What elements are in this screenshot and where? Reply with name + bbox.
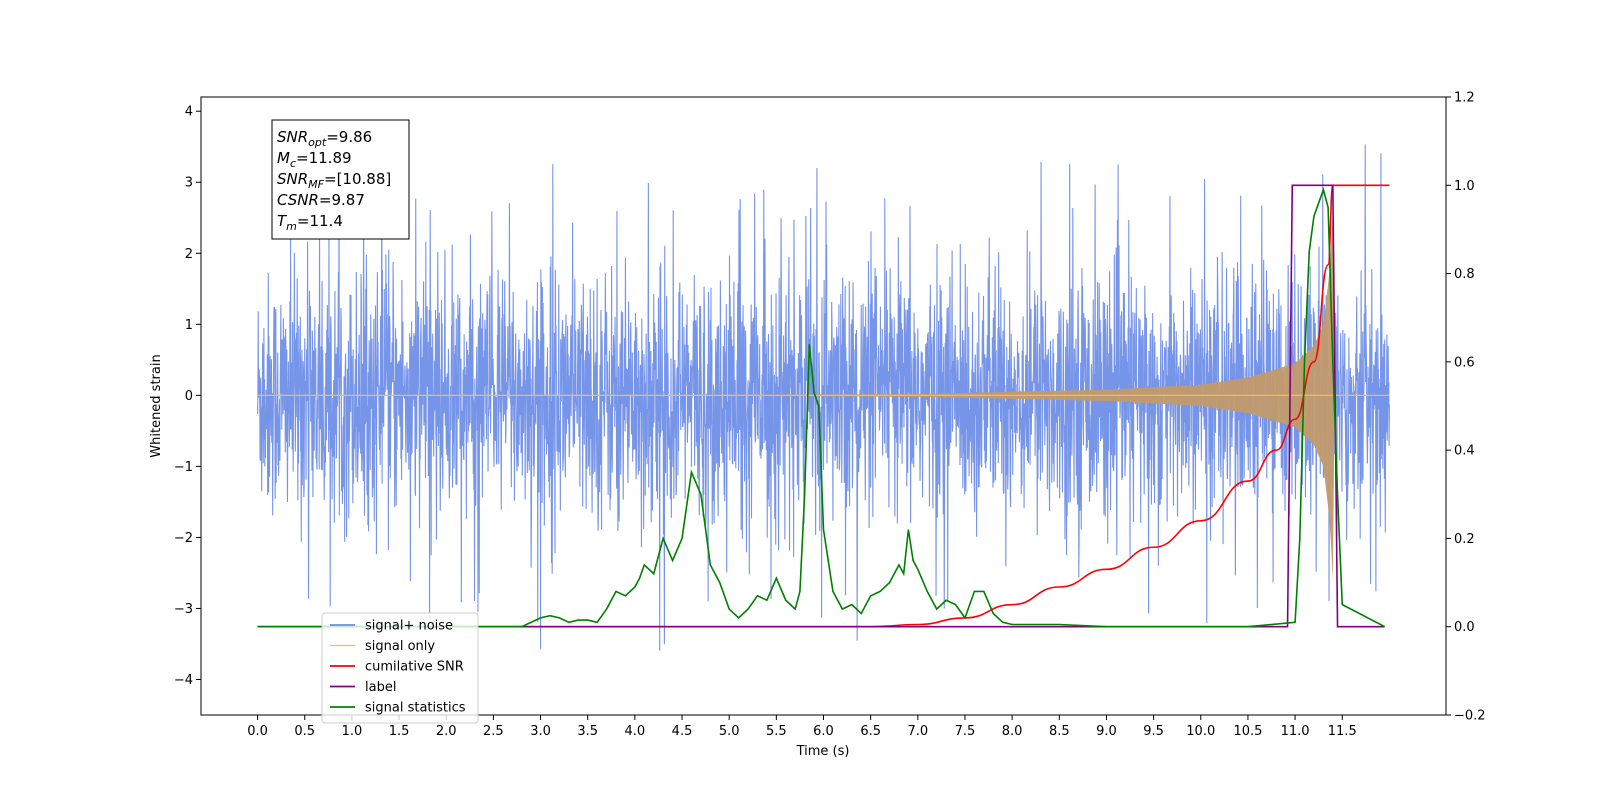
- x-tick-label: 3.5: [577, 724, 598, 739]
- annotation-value: =[10.88]: [324, 170, 391, 188]
- annotation-line: SNRMF=[10.88]: [277, 170, 391, 191]
- signal-series-layer: [257, 210, 1390, 581]
- y2-tick-label: 0.8: [1454, 267, 1475, 282]
- legend: signal+ noise signal only cumilative SNR la…: [321, 612, 479, 724]
- x-tick-label: 9.5: [1143, 724, 1164, 739]
- x-tick-label: 0.0: [247, 724, 268, 739]
- annotation-box: SNRopt=9.86Mc=11.89SNRMF=[10.88]CSNR=9.8…: [271, 119, 410, 240]
- annotation-line: Tm=11.4: [277, 212, 343, 233]
- y2-tick-label: 1.0: [1454, 179, 1475, 194]
- annotation-line: Mc=11.89: [277, 149, 352, 170]
- annotation-symbol: SNR: [277, 128, 308, 146]
- x-tick-label: 2.5: [483, 724, 504, 739]
- x-tick-label: 9.0: [1096, 724, 1117, 739]
- annotation-symbol: T: [277, 212, 288, 230]
- x-tick-label: 8.5: [1049, 724, 1070, 739]
- y-tick-label: −4: [174, 673, 193, 688]
- legend-frame: [321, 612, 479, 724]
- legend-entry-label: signal statistics: [365, 701, 466, 716]
- annotation-frame: [271, 119, 410, 240]
- y-tick-label: 3: [185, 176, 193, 191]
- x-tick-label: 11.0: [1281, 724, 1310, 739]
- annotation-line: SNRopt=9.86: [277, 128, 372, 149]
- legend-entry-label: label: [365, 680, 396, 695]
- x-tick-label: 5.5: [766, 724, 787, 739]
- legend-entry-label: cumilative SNR: [365, 660, 464, 675]
- annotation-line: CSNR=9.87: [277, 191, 365, 209]
- annotation-symbol: SNR: [277, 170, 308, 188]
- y2-tick-label: 1.2: [1454, 91, 1475, 106]
- y-tick-label: 4: [185, 105, 193, 120]
- annotation-subscript: opt: [308, 136, 327, 149]
- y-tick-label: 2: [185, 247, 193, 262]
- annotation-subscript: MF: [308, 178, 324, 191]
- y-tick-label: −3: [174, 602, 193, 617]
- annotation-subscript: c: [290, 157, 296, 170]
- x-tick-label: 4.0: [625, 724, 646, 739]
- y-axis-left: 4 3 2 1 0 −1 −2 −3 −4: [174, 105, 201, 688]
- x-tick-label: 5.0: [719, 724, 740, 739]
- legend-entry-label: signal only: [365, 639, 435, 654]
- x-tick-label: 1.5: [389, 724, 410, 739]
- x-tick-label: 11.5: [1328, 724, 1357, 739]
- y-axis-right: 1.2 1.0 0.8 0.6 0.4 0.2 0.0 −0.2: [1446, 91, 1486, 724]
- y2-tick-label: 0.2: [1454, 532, 1475, 547]
- overlay-lines-layer: [257, 184, 1390, 628]
- y2-tick-label: 0.6: [1454, 355, 1475, 370]
- y-tick-label: 0: [185, 389, 193, 404]
- annotation-value: =9.86: [326, 128, 372, 146]
- annotation-value: =9.87: [319, 191, 365, 209]
- y-tick-label: −1: [174, 460, 193, 475]
- annotation-value: =11.89: [296, 149, 352, 167]
- x-tick-label: 3.0: [530, 724, 551, 739]
- x-tick-label: 7.0: [907, 724, 928, 739]
- y2-tick-label: −0.2: [1454, 709, 1486, 724]
- x-tick-label: 1.0: [342, 724, 363, 739]
- annotation-symbol: CSNR: [277, 191, 319, 209]
- y-tick-label: 1: [185, 318, 193, 333]
- x-tick-label: 2.0: [436, 724, 457, 739]
- x-tick-label: 0.5: [294, 724, 315, 739]
- plot-area: [257, 142, 1390, 651]
- x-tick-label: 6.0: [813, 724, 834, 739]
- x-tick-label: 10.5: [1233, 724, 1262, 739]
- x-axis-label: Time (s): [796, 744, 850, 759]
- legend-entry-label: signal+ noise: [365, 619, 453, 634]
- annotation-subscript: m: [286, 220, 297, 233]
- x-tick-label: 10.0: [1186, 724, 1215, 739]
- x-tick-label: 8.0: [1002, 724, 1023, 739]
- x-tick-label: 4.5: [672, 724, 693, 739]
- x-tick-label: 7.5: [955, 724, 976, 739]
- x-tick-label: 6.5: [860, 724, 881, 739]
- x-axis: 0.0 0.5 1.0 1.5 2.0 2.5 3.0 3.5 4.0 4.5 5.0 5.5 6.0 6…: [247, 715, 1357, 739]
- annotation-symbol: M: [277, 149, 290, 167]
- y-tick-label: −2: [174, 531, 193, 546]
- y2-tick-label: 0.4: [1454, 444, 1475, 459]
- y2-tick-label: 0.0: [1454, 620, 1475, 635]
- y-axis-label: Whitened strain: [149, 354, 164, 457]
- annotation-value: =11.4: [297, 212, 343, 230]
- series-signal-statistics-line: [257, 187, 1386, 628]
